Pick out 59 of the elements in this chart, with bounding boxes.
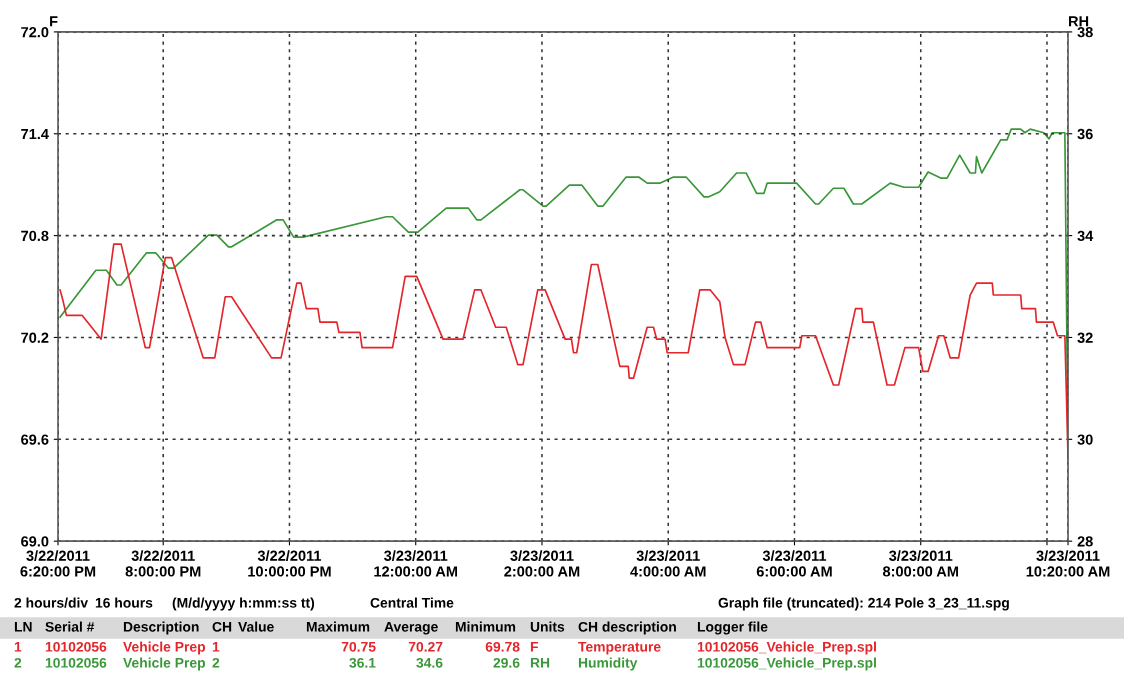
text: Temperature [578,642,661,655]
text: Units [530,621,565,632]
text: 36.1 [349,657,376,668]
text: Description [123,621,199,635]
text: CH description [578,621,676,635]
text: Value [238,621,274,632]
x-tick-label: 3/23/2011 12:00:00 AM [374,550,458,577]
x-tick-label: 3/22/2011 10:00:00 PM [248,550,331,577]
x-tick-label: 3/22/2011 6:20:00 PM [20,550,96,577]
x-tick-label: 3/23/2011 4:00:00 AM [630,550,706,577]
y2-tick-label: 32 [1077,332,1093,343]
y-tick-label: 69.0 [21,536,49,547]
text: Maximum [306,621,370,632]
y2-tick-label: 38 [1077,27,1093,38]
text: (M/d/yyyy h:mm:ss tt) [172,597,315,611]
text: 2 [14,657,22,668]
text: 70.75 [341,641,376,652]
text: Vehicle Prep [123,641,206,655]
y2-axis-title: RH [1069,16,1089,27]
x-tick-label: 3/23/2011 2:00:00 AM [504,550,580,577]
x-tick-label: 3/22/2011 8:00:00 PM [125,550,201,577]
text: Logger file [697,621,768,635]
text: 1 [14,642,22,652]
text: 10102056 [45,641,107,652]
text: LN [14,622,32,632]
text: 34.6 [416,657,443,668]
x-tick-label: 3/23/2011 10:20:00 AM [1026,550,1110,577]
y-tick-label: 71.4 [21,129,49,140]
text: Graph file (truncated): 214 Pole 3_23_11.spg [718,597,1009,611]
y2-tick-label: 36 [1077,128,1093,140]
text: 10102056_Vehicle_Prep.spl [697,657,876,671]
y2-tick-label: 34 [1077,230,1094,242]
text: Central Time [370,597,454,608]
x-tick-label: 3/23/2011 8:00:00 AM [882,550,958,577]
text: Serial # [45,621,95,632]
text: 2 hours/div [14,597,89,608]
y-tick-label: 70.2 [21,332,49,343]
text: F [530,642,538,652]
text: Minimum [455,621,516,632]
text: Humidity [578,657,638,671]
text: Vehicle Prep [123,657,206,671]
text: RH [530,658,550,668]
text: 69.78 [485,641,520,652]
text: 10102056 [45,657,107,668]
y-tick-label: 70.8 [21,230,49,242]
text: 1 [212,642,220,652]
text: 10102056_Vehicle_Prep.spl [697,641,876,655]
text: Average [384,621,438,635]
y2-tick-label: 28 [1077,536,1093,547]
text: 16 hours [95,597,153,608]
text: 70.27 [408,641,443,652]
y-axis-title: F [50,16,58,27]
text: CH [212,621,232,632]
text: 2 [212,657,220,668]
x-tick-label: 3/23/2011 6:00:00 AM [756,550,832,577]
y-tick-label: 72.0 [21,27,49,38]
y2-tick-label: 30 [1077,434,1093,445]
text: 29.6 [493,657,520,668]
y-tick-label: 69.6 [21,434,49,445]
